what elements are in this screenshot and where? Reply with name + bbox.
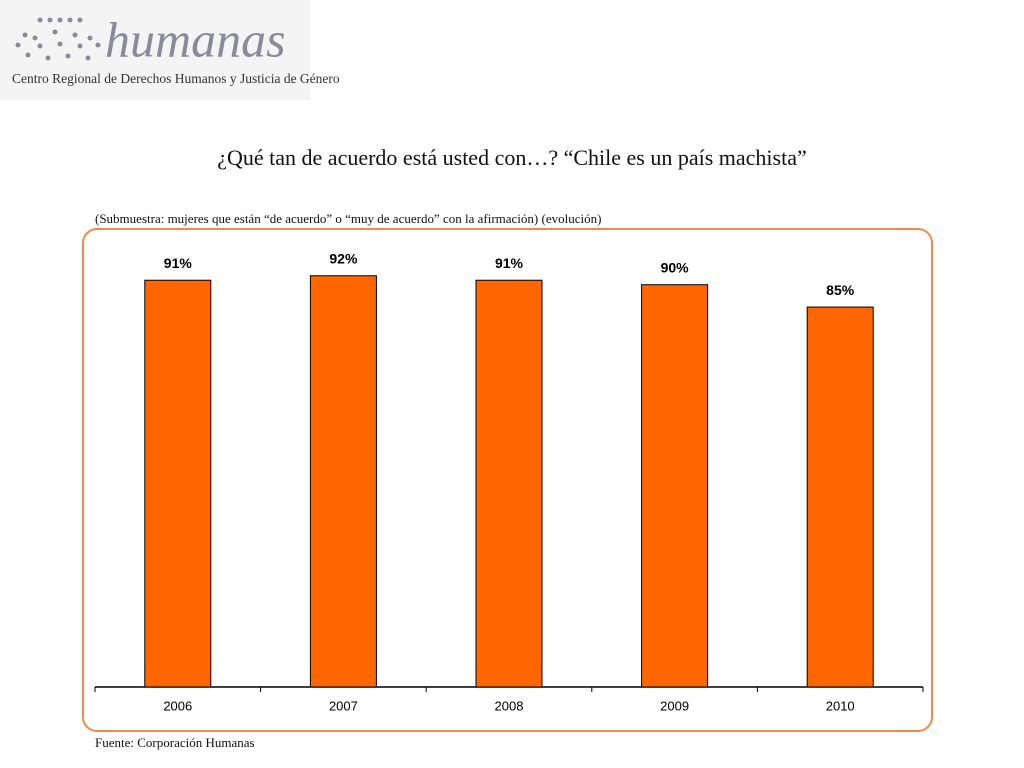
logo-icon	[15, 17, 101, 61]
chart-title: ¿Qué tan de acuerdo está usted con…? “Ch…	[217, 145, 807, 170]
chart-frame	[82, 228, 933, 732]
value-label: 90%	[661, 259, 690, 275]
source-note: Fuente: Corporación Humanas	[95, 735, 255, 750]
x-tick-label: 2007	[329, 698, 358, 713]
x-tick-label: 2006	[163, 698, 192, 713]
bar	[309, 275, 377, 688]
chart-subtitle: (Submuestra: mujeres que están “de acuer…	[95, 211, 601, 226]
bar	[641, 284, 709, 688]
bar	[144, 279, 212, 688]
value-label: 91%	[164, 255, 193, 271]
bar	[475, 279, 543, 688]
x-tick-label: 2008	[495, 698, 524, 713]
x-tick-label: 2009	[660, 698, 689, 713]
logo-tagline: Centro Regional de Derechos Humanos y Ju…	[12, 71, 340, 86]
value-label: 91%	[495, 255, 524, 271]
bar	[806, 306, 874, 688]
logo-name: humanas	[105, 11, 286, 67]
x-tick-label: 2010	[826, 698, 855, 713]
value-label: 92%	[329, 250, 358, 266]
value-label: 85%	[826, 282, 855, 298]
logo-background	[0, 0, 310, 100]
